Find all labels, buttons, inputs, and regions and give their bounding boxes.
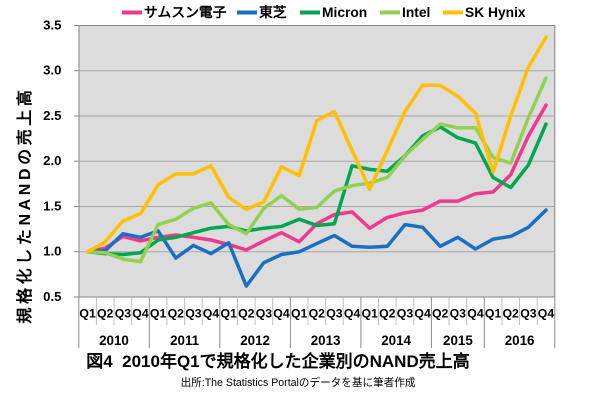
svg-text:Q3: Q3 xyxy=(397,307,414,321)
svg-text:出所:The Statistics Portalのデータを基: 出所:The Statistics Portalのデータを基に筆者作成 xyxy=(181,376,416,389)
svg-text:Q2: Q2 xyxy=(238,307,255,321)
svg-text:0.5: 0.5 xyxy=(43,289,61,304)
svg-text:1.0: 1.0 xyxy=(43,244,61,259)
svg-text:Q1: Q1 xyxy=(361,307,378,321)
svg-text:2016: 2016 xyxy=(505,333,535,348)
svg-text:Q2: Q2 xyxy=(97,307,114,321)
svg-text:2014: 2014 xyxy=(381,333,411,348)
svg-text:Q2: Q2 xyxy=(432,307,449,321)
svg-text:Q4: Q4 xyxy=(414,307,431,321)
svg-text:3.0: 3.0 xyxy=(43,63,61,78)
svg-text:Q1: Q1 xyxy=(220,307,237,321)
svg-text:Q1: Q1 xyxy=(150,307,167,321)
svg-text:サムスン電子: サムスン電子 xyxy=(144,4,227,20)
svg-text:Q1: Q1 xyxy=(485,307,502,321)
svg-text:Q1: Q1 xyxy=(291,307,308,321)
svg-text:Q4: Q4 xyxy=(538,307,555,321)
svg-text:Q3: Q3 xyxy=(185,307,202,321)
svg-text:東芝: 東芝 xyxy=(259,4,287,20)
svg-text:Q3: Q3 xyxy=(520,307,537,321)
svg-text:規格化したNANDの売上高: 規格化したNANDの売上高 xyxy=(15,86,34,323)
svg-text:2013: 2013 xyxy=(311,333,341,348)
svg-text:Micron: Micron xyxy=(322,5,367,20)
svg-text:2.5: 2.5 xyxy=(43,108,61,123)
svg-text:Q1: Q1 xyxy=(79,307,96,321)
svg-text:Q3: Q3 xyxy=(256,307,273,321)
svg-text:Q4: Q4 xyxy=(273,307,290,321)
svg-text:Q2: Q2 xyxy=(309,307,326,321)
svg-text:2.0: 2.0 xyxy=(43,153,61,168)
svg-text:Q2: Q2 xyxy=(168,307,185,321)
svg-text:3.5: 3.5 xyxy=(43,18,61,33)
svg-text:Q2: Q2 xyxy=(502,307,519,321)
svg-text:2012: 2012 xyxy=(240,333,270,348)
svg-text:Q2: Q2 xyxy=(379,307,396,321)
svg-text:Intel: Intel xyxy=(402,5,430,20)
svg-text:2011: 2011 xyxy=(170,333,200,348)
svg-text:SK Hynix: SK Hynix xyxy=(465,5,526,20)
svg-text:Q3: Q3 xyxy=(115,307,132,321)
svg-text:Q3: Q3 xyxy=(326,307,343,321)
svg-text:Q4: Q4 xyxy=(132,307,149,321)
svg-text:図4 2010年Q1で規格化した企業別のNAND売上高: 図4 2010年Q1で規格化した企業別のNAND売上高 xyxy=(86,351,470,371)
svg-text:Q3: Q3 xyxy=(450,307,467,321)
svg-text:Q4: Q4 xyxy=(467,307,484,321)
svg-text:Q4: Q4 xyxy=(203,307,220,321)
svg-text:2010: 2010 xyxy=(99,333,129,348)
svg-text:2015: 2015 xyxy=(443,333,473,348)
svg-text:1.5: 1.5 xyxy=(43,199,61,214)
svg-text:Q4: Q4 xyxy=(344,307,361,321)
